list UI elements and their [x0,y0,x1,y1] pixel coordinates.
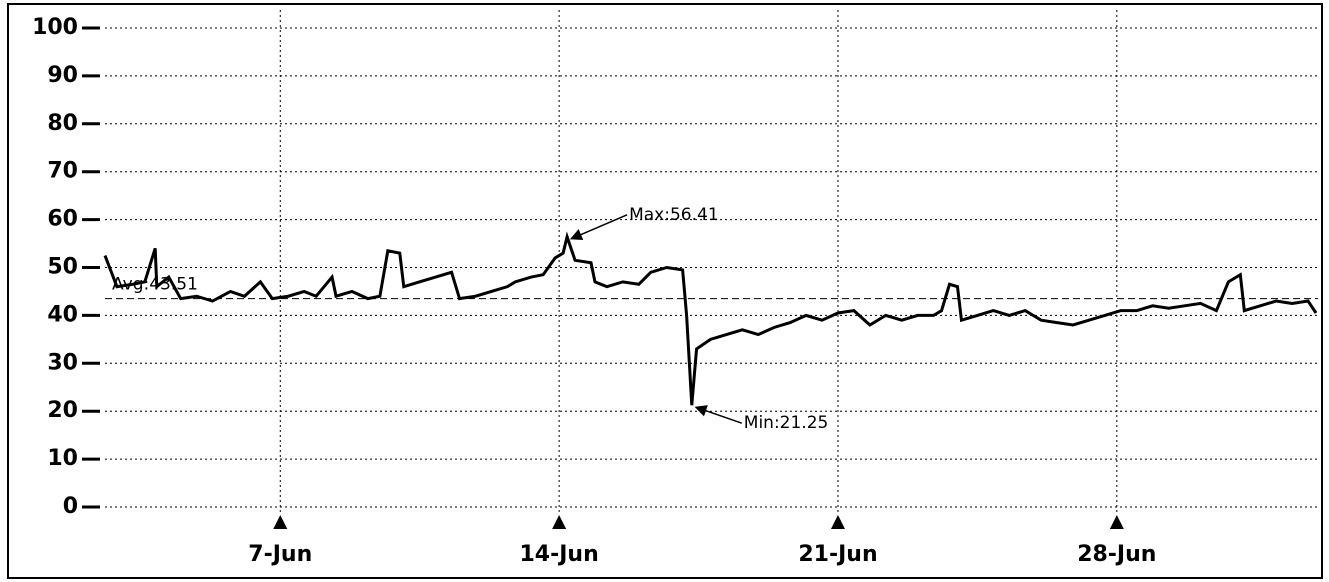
annotation-arrow [569,214,628,241]
annotation: Avg:43.51 [112,275,198,295]
y-tick-label: 80 [47,111,78,136]
y-tick-label: 40 [47,302,78,327]
x-tick-mark [552,515,567,529]
y-tick-label: 90 [47,63,78,88]
y-tick-label: 70 [47,159,78,184]
x-tick-mark [273,515,288,529]
y-tick-label: 60 [47,207,78,232]
frame [7,3,1323,579]
x-tick-mark [830,515,845,529]
x-tick-label: 14-Jun [519,542,598,567]
annotation: Min:21.25 [744,413,829,433]
annotation: Max:56.41 [629,205,719,225]
line-series [103,231,1318,406]
x-tick-label: 28-Jun [1077,542,1156,567]
x-tick-label: 7-Jun [248,542,312,567]
y-tick-label: 30 [47,350,78,375]
y-tick-label: 100 [32,15,78,40]
y-tick-label: 50 [47,255,78,280]
x-tick-label: 21-Jun [798,542,877,567]
annotation-arrow [694,405,743,424]
y-tick-label: 10 [47,446,78,471]
y-tick-label: 0 [63,494,78,519]
y-tick-label: 20 [47,398,78,423]
x-tick-mark [1109,515,1124,529]
